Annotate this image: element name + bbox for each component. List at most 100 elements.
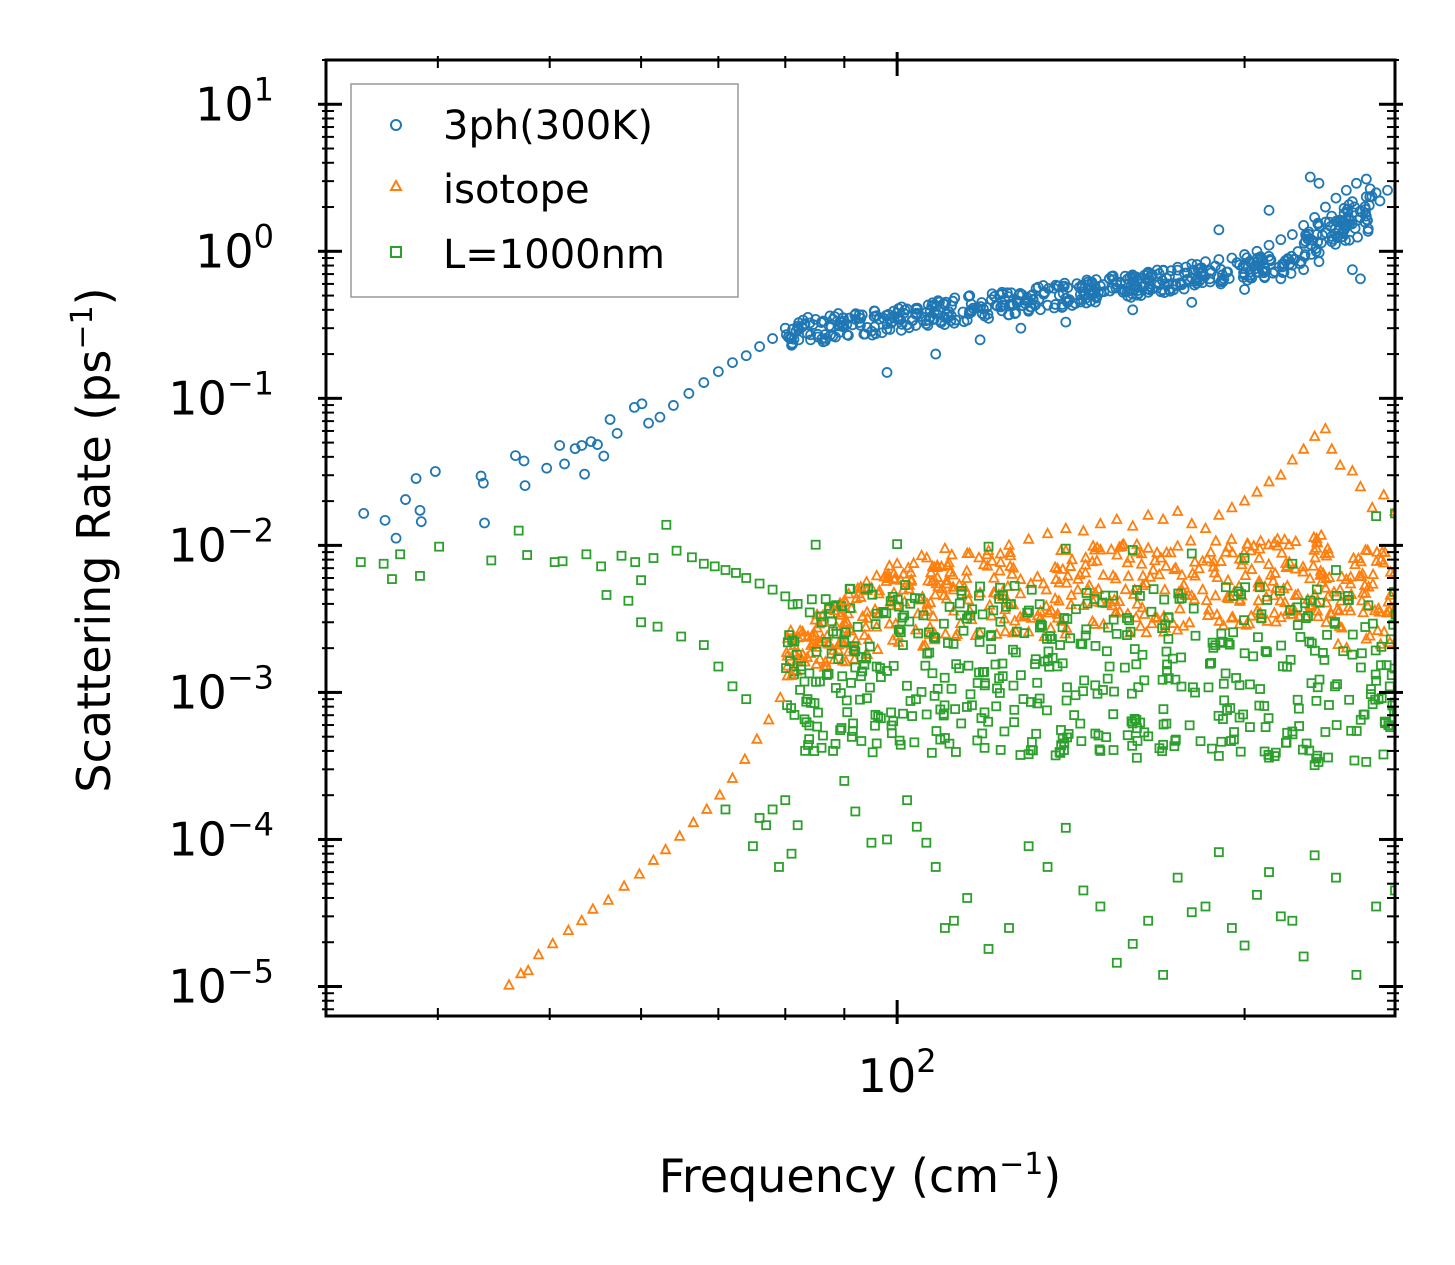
data-point-isotope	[1425, 599, 1434, 608]
data-point-3ph-300k	[1400, 195, 1409, 204]
data-point-l-1000nm	[1412, 657, 1420, 665]
data-point-l-1000nm	[1351, 726, 1362, 736]
data-point-isotope	[1225, 500, 1238, 513]
data-point-l-1000nm	[983, 716, 994, 727]
data-point-l-1000nm	[1009, 704, 1020, 715]
data-point-isotope	[1177, 578, 1190, 590]
data-point-isotope	[1358, 578, 1371, 591]
data-point-3ph-300k	[1420, 193, 1429, 202]
data-point-l-1000nm	[930, 862, 941, 872]
data-point-isotope	[1184, 534, 1197, 546]
data-points	[355, 155, 1452, 990]
data-point-l-1000nm	[898, 640, 908, 651]
data-point-l-1000nm	[837, 671, 848, 682]
data-point-l-1000nm	[949, 915, 959, 926]
data-point-3ph-300k	[1192, 272, 1204, 284]
data-point-l-1000nm	[1103, 622, 1113, 633]
data-point-l-1000nm	[1204, 658, 1215, 669]
data-point-l-1000nm	[1443, 646, 1451, 654]
data-point-3ph-300k	[1186, 258, 1198, 270]
data-point-isotope	[1320, 615, 1333, 627]
data-point-isotope	[1157, 512, 1170, 524]
data-point-isotope	[1209, 534, 1222, 546]
data-point-l-1000nm	[1356, 648, 1367, 659]
data-point-l-1000nm	[720, 565, 731, 575]
data-point-isotope	[1158, 582, 1171, 595]
data-point-l-1000nm	[648, 553, 659, 563]
data-point-isotope	[1185, 516, 1198, 529]
data-point-3ph-300k	[611, 427, 623, 439]
data-point-3ph-300k	[1330, 215, 1342, 227]
data-point-l-1000nm	[997, 658, 1008, 669]
data-point-3ph-300k	[1346, 218, 1358, 230]
data-point-l-1000nm	[1255, 684, 1265, 694]
data-point-l-1000nm	[975, 581, 985, 592]
data-point-isotope	[1333, 604, 1346, 616]
data-point-3ph-300k	[1305, 239, 1317, 251]
legend-label-3ph: 3ph(300K)	[443, 103, 653, 149]
data-point-l-1000nm	[1170, 734, 1181, 745]
data-point-l-1000nm	[1162, 659, 1172, 670]
data-point-l-1000nm	[1431, 673, 1439, 681]
data-point-isotope	[1171, 539, 1184, 551]
data-point-isotope	[1291, 587, 1304, 599]
data-point-isotope	[1441, 557, 1450, 566]
tick-labels: 101 100 10−1 10−2 10−3 10−4 10−5 102	[168, 70, 936, 1103]
data-point-isotope	[1275, 546, 1288, 558]
data-point-l-1000nm	[1082, 598, 1093, 609]
data-point-isotope	[1320, 549, 1333, 561]
data-point-isotope	[1427, 552, 1436, 561]
data-point-isotope	[1408, 594, 1417, 603]
data-point-l-1000nm	[1360, 622, 1371, 632]
data-point-3ph-300k	[1111, 276, 1123, 288]
y-tick-label: 10−5	[168, 952, 274, 1013]
data-point-3ph-300k	[1420, 183, 1429, 192]
data-point-l-1000nm	[1071, 604, 1081, 615]
data-point-3ph-300k	[855, 312, 867, 324]
data-point-l-1000nm	[1226, 923, 1237, 933]
data-point-3ph-300k	[1443, 155, 1452, 164]
data-point-l-1000nm	[886, 728, 897, 738]
data-point-isotope	[1136, 578, 1149, 591]
data-point-l-1000nm	[1080, 630, 1091, 641]
data-point-l-1000nm	[805, 697, 816, 708]
data-point-3ph-300k	[1263, 239, 1275, 251]
data-point-l-1000nm	[1409, 971, 1417, 979]
data-point-3ph-300k	[604, 414, 616, 425]
data-point-l-1000nm	[895, 627, 906, 638]
data-point-l-1000nm	[596, 561, 607, 572]
data-point-isotope	[1443, 529, 1452, 538]
data-point-isotope	[915, 548, 928, 561]
data-point-l-1000nm	[967, 604, 978, 615]
data-point-isotope	[700, 802, 713, 814]
data-point-l-1000nm	[1047, 634, 1057, 644]
data-point-l-1000nm	[1139, 675, 1150, 686]
data-point-isotope	[1346, 464, 1359, 476]
data-point-isotope	[929, 587, 942, 600]
data-point-l-1000nm	[1275, 585, 1285, 596]
data-point-l-1000nm	[1090, 641, 1101, 651]
data-point-3ph-300k	[855, 319, 866, 331]
data-point-3ph-300k	[1023, 304, 1035, 316]
data-point-3ph-300k	[592, 439, 603, 450]
data-point-isotope	[828, 603, 841, 616]
data-point-isotope	[1049, 591, 1062, 604]
data-point-3ph-300k	[1313, 177, 1325, 189]
data-point-l-1000nm	[1275, 911, 1286, 922]
data-point-l-1000nm	[601, 590, 612, 600]
data-point-l-1000nm	[1097, 597, 1108, 608]
data-point-l-1000nm	[1381, 660, 1392, 671]
data-point-l-1000nm	[1311, 753, 1322, 764]
data-point-l-1000nm	[867, 747, 878, 758]
data-point-l-1000nm	[1371, 675, 1381, 686]
data-point-isotope	[1005, 567, 1018, 579]
data-point-isotope	[522, 963, 535, 976]
data-point-3ph-300k	[1043, 283, 1054, 294]
data-point-isotope	[1438, 635, 1447, 644]
data-point-isotope	[1402, 618, 1411, 627]
legend-label-isotope: isotope	[443, 167, 590, 213]
data-point-l-1000nm	[1260, 646, 1271, 656]
data-point-l-1000nm	[741, 573, 752, 583]
data-point-l-1000nm	[881, 608, 892, 619]
data-point-3ph-300k	[804, 317, 816, 329]
